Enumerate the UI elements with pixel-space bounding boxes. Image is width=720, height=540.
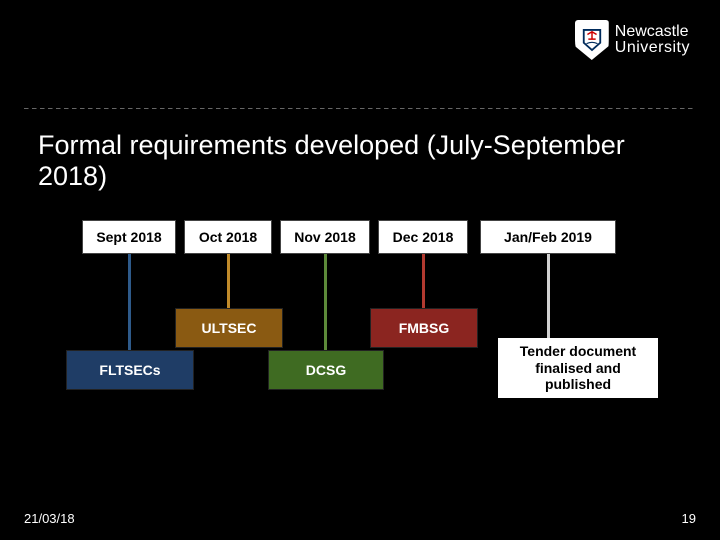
shield-icon — [575, 20, 609, 60]
timeline-month: Nov 2018 — [280, 220, 370, 254]
timeline-connector — [422, 254, 425, 312]
timeline-month: Sept 2018 — [82, 220, 176, 254]
timeline-month: Oct 2018 — [184, 220, 272, 254]
page-title: Formal requirements developed (July-Sept… — [38, 130, 682, 192]
timeline-node: FLTSECs — [66, 350, 194, 390]
timeline-diagram: Sept 2018Oct 2018Nov 2018Dec 2018 Jan/Feb… — [0, 220, 720, 470]
brand-line-1: Newcastle — [615, 24, 690, 40]
timeline-month: Dec 2018 — [378, 220, 468, 254]
footer-date: 21/03/18 — [24, 511, 75, 526]
brand-logo: Newcastle University — [575, 20, 690, 60]
timeline-node: DCSG — [268, 350, 384, 390]
timeline-node: ULTSEC — [175, 308, 283, 348]
timeline-connector — [324, 254, 327, 354]
divider — [24, 108, 696, 109]
timeline-connector — [128, 254, 131, 354]
footer-page: 19 — [682, 511, 696, 526]
brand-line-2: University — [615, 40, 690, 56]
brand-text: Newcastle University — [615, 24, 690, 56]
timeline-final: Tender document finalised and published — [498, 338, 658, 398]
timeline-connector — [227, 254, 230, 312]
timeline-month: Jan/Feb 2019 — [480, 220, 616, 254]
timeline-node: FMBSG — [370, 308, 478, 348]
